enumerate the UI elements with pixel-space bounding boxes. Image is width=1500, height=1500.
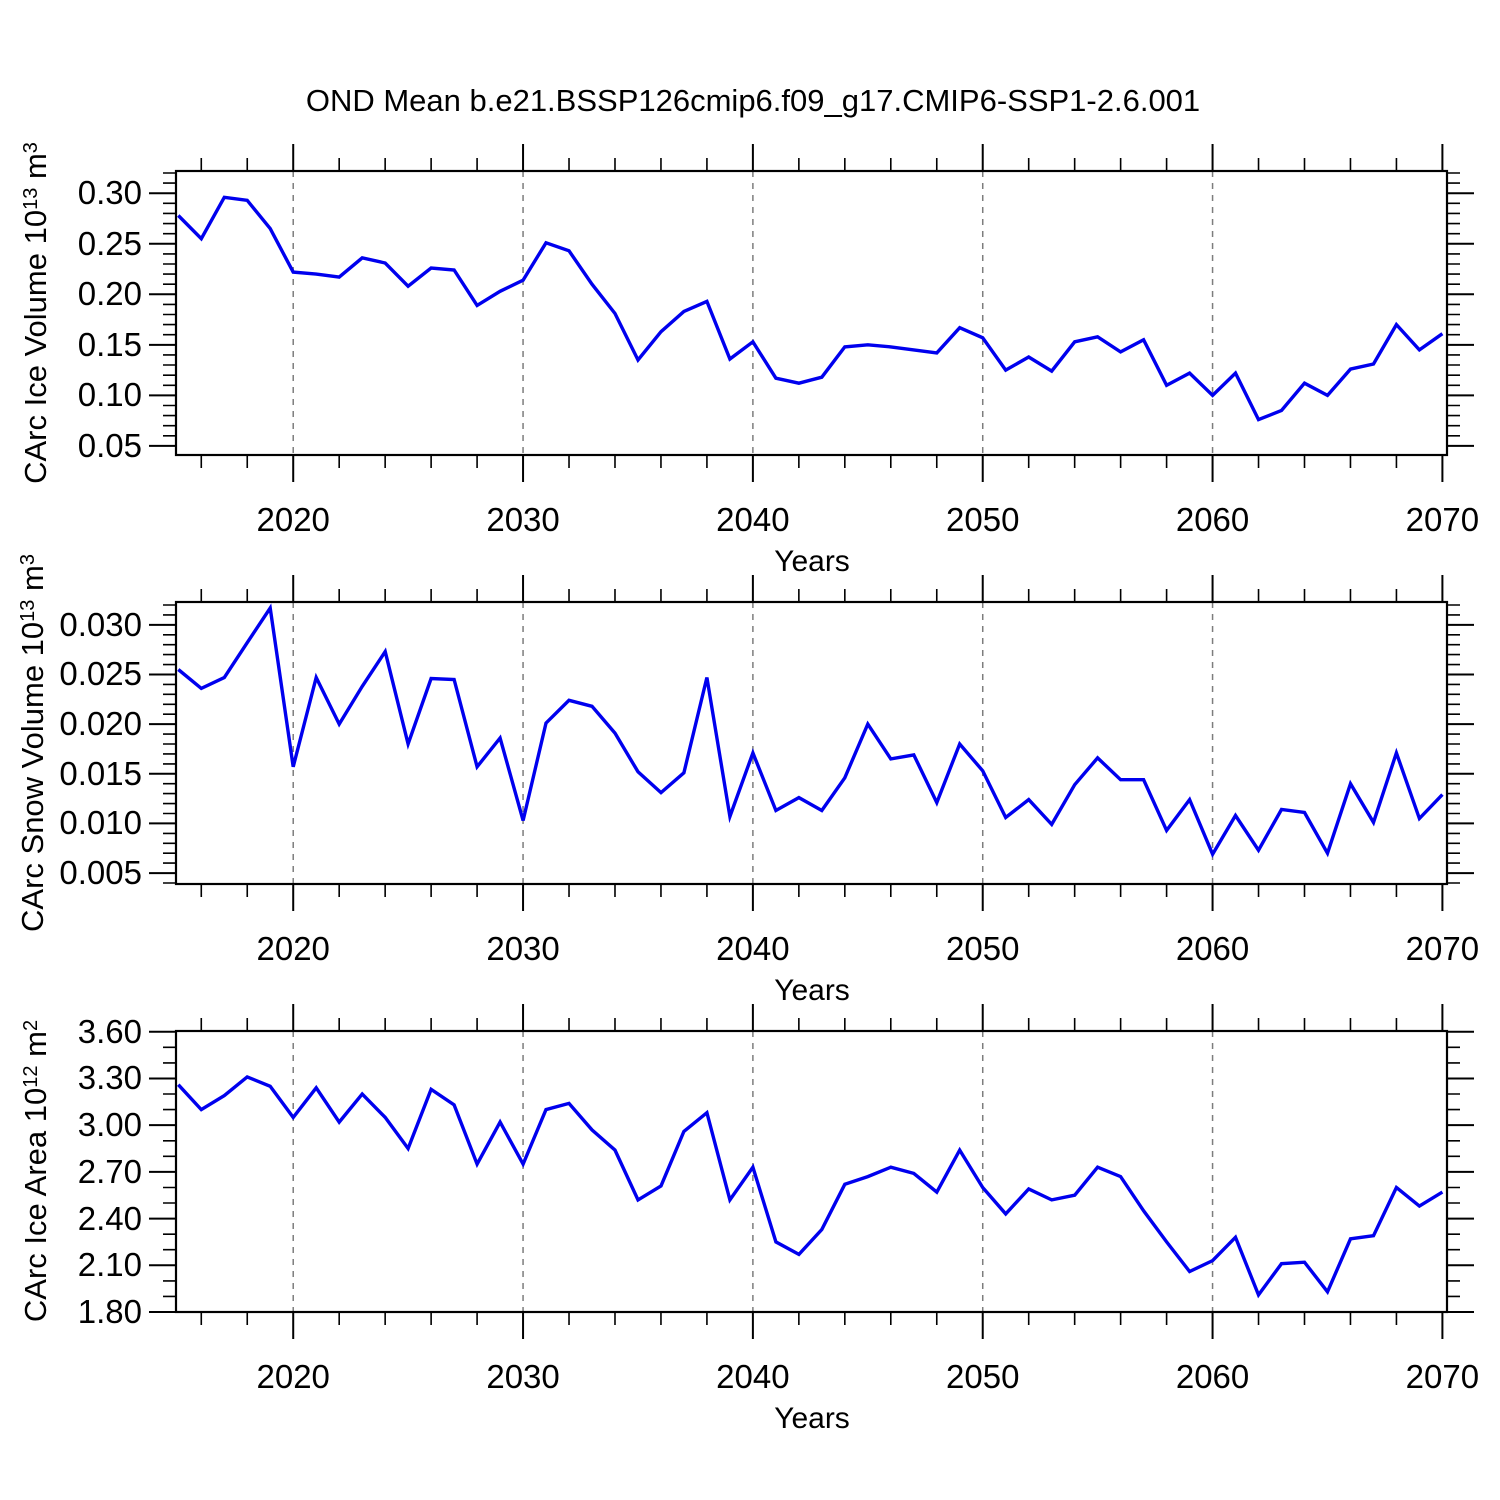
- x-tick-label: 2020: [256, 501, 330, 538]
- y-tick-label: 0.10: [77, 376, 142, 414]
- x-tick-label: 2040: [716, 1358, 790, 1395]
- superscript: 13: [20, 187, 42, 210]
- axis-frame: [174, 169, 1449, 457]
- minor-ticks: [163, 1018, 1460, 1325]
- yaxis-title-snow-volume: CArc Snow Volume 1013 m3: [15, 554, 51, 932]
- x-tick-label: 2060: [1175, 501, 1250, 538]
- superscript: 12: [20, 1065, 42, 1088]
- y-tick-label: 0.030: [59, 605, 142, 643]
- label-text: m: [18, 1031, 53, 1066]
- superscript: 2: [20, 1019, 42, 1032]
- x-tick-label: 2020: [256, 930, 330, 967]
- y-tick-label: 0.020: [59, 705, 142, 743]
- data-line-carc-ice-area: [177, 1074, 1444, 1299]
- x-tick-label: 2020: [256, 1358, 330, 1395]
- major-ticks: [149, 144, 1474, 482]
- y-tick-label: 2.10: [77, 1246, 142, 1284]
- xaxis-title-years-middle: Years: [774, 974, 850, 1007]
- major-ticks: [149, 575, 1474, 911]
- axis-frame: [174, 600, 1449, 886]
- x-tick-label: 2050: [946, 930, 1020, 967]
- major-ticks: [149, 1004, 1474, 1339]
- y-tick-label: 0.025: [59, 655, 142, 693]
- y-tick-label: 0.05: [77, 426, 142, 464]
- y-tick-label: 0.015: [59, 754, 142, 792]
- data-line-carc-snow-volume: [177, 603, 1444, 858]
- label-text: CArc Ice Volume 10: [18, 209, 53, 484]
- x-tick-label: 2060: [1175, 930, 1250, 967]
- xaxis-title-years-bottom: Years: [774, 1402, 850, 1435]
- xaxis-title-years-top: Years: [774, 545, 850, 578]
- x-tick-label: 2030: [486, 930, 560, 967]
- x-tick-label: 2040: [716, 501, 790, 538]
- y-tick-label: 0.005: [59, 854, 142, 892]
- x-tick-label: 2070: [1405, 930, 1480, 967]
- yaxis-title-ice-area: CArc Ice Area 1012 m2: [18, 1020, 54, 1322]
- label-text: m: [15, 565, 50, 600]
- x-tick-label: 2040: [716, 930, 790, 967]
- figure-title: OND Mean b.e21.BSSP126cmip6.f09_g17.CMIP…: [305, 83, 1201, 118]
- y-tick-label: 0.30: [77, 174, 142, 212]
- minor-ticks: [163, 158, 1460, 468]
- y-tick-label: 0.25: [77, 224, 142, 262]
- label-text: CArc Snow Volume 10: [15, 621, 50, 932]
- y-tick-label: 0.15: [77, 325, 142, 363]
- y-tick-label: 1.80: [77, 1293, 142, 1330]
- data-line-carc-ice-volume: [177, 195, 1444, 422]
- superscript: 13: [17, 599, 39, 622]
- x-tick-label: 2050: [946, 501, 1020, 538]
- superscript: 3: [17, 554, 39, 566]
- yaxis-title-ice-volume: CArc Ice Volume 1013 m3: [18, 142, 54, 484]
- minor-ticks: [163, 589, 1460, 897]
- y-tick-label: 0.010: [59, 804, 142, 842]
- y-tick-label: 0.20: [77, 275, 142, 313]
- x-tick-label: 2030: [486, 501, 560, 538]
- axis-frame: [174, 1029, 1449, 1314]
- label-text: m: [18, 153, 53, 188]
- y-tick-label: 2.40: [77, 1199, 142, 1237]
- x-tick-label: 2060: [1175, 1358, 1250, 1395]
- label-text: CArc Ice Area 10: [18, 1087, 53, 1323]
- y-tick-label: 3.60: [77, 1012, 142, 1050]
- y-tick-label: 3.00: [77, 1106, 142, 1144]
- x-tick-label: 2070: [1405, 1358, 1480, 1395]
- x-tick-label: 2070: [1405, 501, 1480, 538]
- superscript: 3: [20, 142, 42, 154]
- y-tick-label: 3.30: [77, 1059, 142, 1097]
- x-tick-label: 2050: [946, 1358, 1020, 1395]
- y-tick-label: 2.70: [77, 1152, 142, 1190]
- x-tick-label: 2030: [486, 1358, 560, 1395]
